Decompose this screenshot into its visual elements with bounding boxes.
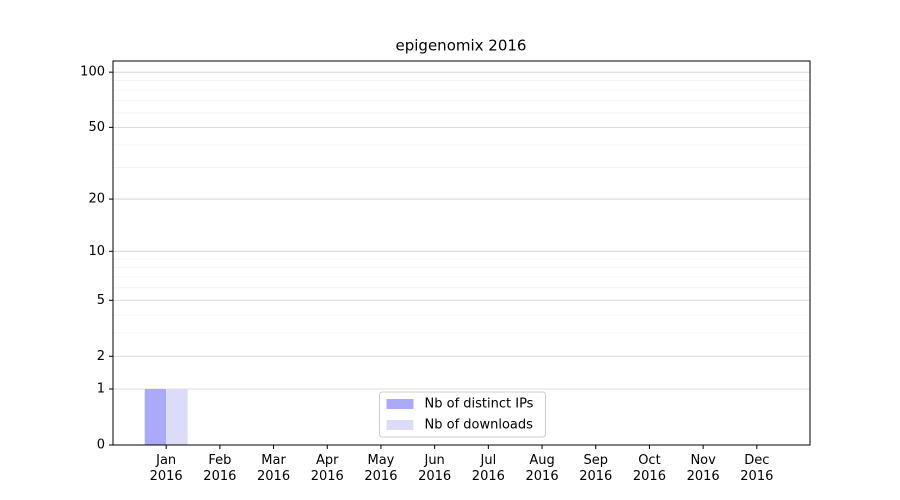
x-tick-label: Jan 2016 [149,453,183,484]
y-tick-label: 2 [97,349,105,364]
y-tick-label: 20 [88,192,105,207]
x-tick-label: Nov 2016 [686,453,720,484]
bar [144,389,167,445]
x-tick-label: Feb 2016 [203,453,237,484]
legend: Nb of distinct IPs Nb of downloads [379,391,546,438]
legend-label: Nb of downloads [425,418,534,433]
y-tick-label: 1 [97,382,105,397]
legend-swatch [386,399,414,409]
x-tick-label: Sep 2016 [579,453,613,484]
y-tick-label: 50 [88,120,105,135]
legend-swatch [386,420,414,430]
x-tick-label: Aug 2016 [525,453,559,484]
x-tick-label: Jun 2016 [418,453,452,484]
x-tick-label: Oct 2016 [632,453,666,484]
x-tick-label: Dec 2016 [740,453,774,484]
y-tick-label: 100 [80,65,105,80]
bar [166,389,188,445]
y-tick-label: 10 [88,244,105,259]
legend-box [379,391,546,438]
x-tick-label: Mar 2016 [257,453,291,484]
x-tick-label: Jul 2016 [471,453,505,484]
x-tick-label: Apr 2016 [310,453,344,484]
plot-frame [112,60,811,446]
y-tick-label: 0 [97,438,105,453]
legend-label: Nb of distinct IPs [425,397,534,412]
y-tick-label: 5 [97,293,105,308]
x-tick-label: May 2016 [364,453,398,484]
chart-title: epigenomix 2016 [396,37,527,55]
